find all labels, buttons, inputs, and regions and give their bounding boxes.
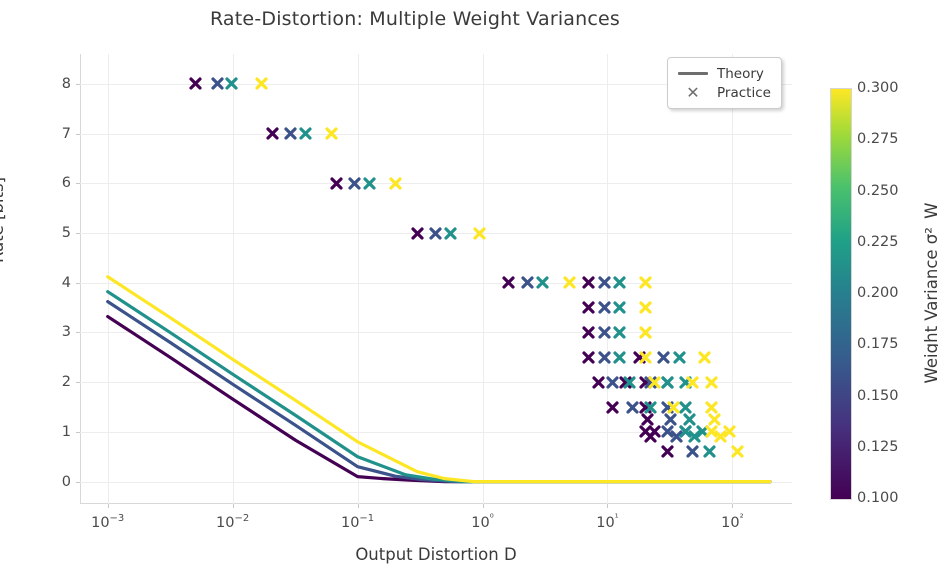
theory-curves (106, 275, 772, 484)
y-tick-label: 7 (61, 125, 71, 142)
y-tick-label: 0 (61, 473, 71, 490)
y-tick-label: 6 (61, 175, 71, 192)
gridline-vertical (232, 54, 234, 504)
colorbar-gradient (830, 88, 852, 500)
gridline-horizontal (80, 282, 792, 284)
gridline-horizontal (80, 183, 792, 185)
y-axis-spine (80, 54, 81, 504)
y-tick-mark (76, 183, 80, 185)
x-axis-label: Output Distortion D (355, 545, 517, 564)
y-tick-label: 5 (61, 225, 71, 241)
y-tick-mark (76, 382, 80, 384)
gridline-horizontal (80, 83, 792, 85)
y-tick-label: 8 (61, 75, 71, 92)
colorbar-tick-label: 0.125 (857, 438, 899, 455)
colorbar-tick-label: 0.175 (857, 336, 899, 353)
x-tick-mark (607, 504, 609, 508)
x-tick-mark (732, 504, 734, 508)
legend-item-practice: ✕ Practice (676, 83, 771, 102)
y-axis-label: Rate [bits] (0, 176, 7, 264)
gridline-horizontal (80, 382, 792, 384)
colorbar-tick-label: 0.275 (857, 131, 899, 148)
theory-line (106, 300, 772, 484)
gridline-horizontal (80, 431, 792, 433)
gridline-vertical (357, 54, 359, 504)
x-axis-spine (80, 503, 792, 504)
theory-line (106, 290, 772, 484)
x-tick-label: 10² (721, 513, 744, 531)
x-tick-label: 10−1 (340, 513, 375, 531)
y-tick-label: 3 (61, 324, 71, 341)
y-tick-mark (76, 133, 80, 135)
plot-area: 0 1 2 3 4 5 6 7 8 10−3 10−2 10−1 10⁰ 10¹ 10² (62, 54, 792, 531)
gridline-horizontal (80, 332, 792, 334)
y-tick-mark (76, 431, 80, 433)
x-tick-mark (232, 504, 234, 508)
colorbar-tick-label: 0.100 (857, 490, 899, 506)
legend-label-theory: Theory (717, 65, 764, 82)
x-tick-label: 10−2 (216, 513, 250, 531)
y-tick-label: 2 (61, 374, 71, 391)
y-tick-mark (76, 233, 80, 234)
colorbar-label: Weight Variance σ²_W (922, 202, 938, 384)
gridline-horizontal (80, 133, 792, 135)
y-tick-mark (76, 83, 80, 85)
colorbar-tick-label: 0.200 (857, 285, 899, 301)
y-tick-label: 1 (61, 423, 71, 440)
gridline-vertical (482, 54, 484, 504)
colorbar-tick-label: 0.250 (857, 182, 899, 199)
cross-marker-icon: ✕ (686, 82, 700, 102)
x-tick-mark (357, 504, 359, 508)
legend-item-theory: Theory (676, 64, 771, 83)
y-tick-mark (76, 481, 80, 483)
x-tick-label: 10⁰ (471, 513, 494, 531)
x-tick-mark (482, 504, 484, 508)
line-swatch-icon (676, 71, 710, 76)
page-title: Rate-Distortion: Multiple Weight Varianc… (209, 8, 621, 30)
gridline-vertical (732, 54, 734, 504)
colorbar-tick-label: 0.300 (857, 80, 899, 96)
y-tick-label: 4 (61, 274, 71, 291)
gridline-vertical (107, 54, 109, 504)
colorbar-tick-label: 0.150 (857, 387, 899, 404)
y-tick-mark (76, 282, 80, 284)
legend[interactable]: Theory ✕ Practice (667, 57, 782, 109)
colorbar-tick-label: 0.225 (857, 233, 899, 250)
x-tick-label: 10−3 (91, 513, 125, 531)
legend-label-practice: Practice (717, 84, 771, 101)
theory-line (106, 275, 772, 484)
y-tick-mark (76, 332, 80, 334)
colorbar: 0.100 0.125 0.150 0.175 0.200 0.225 0.250 0.275… (830, 80, 938, 506)
x-tick-label: 10¹ (596, 513, 619, 531)
x-tick-mark (107, 504, 109, 508)
